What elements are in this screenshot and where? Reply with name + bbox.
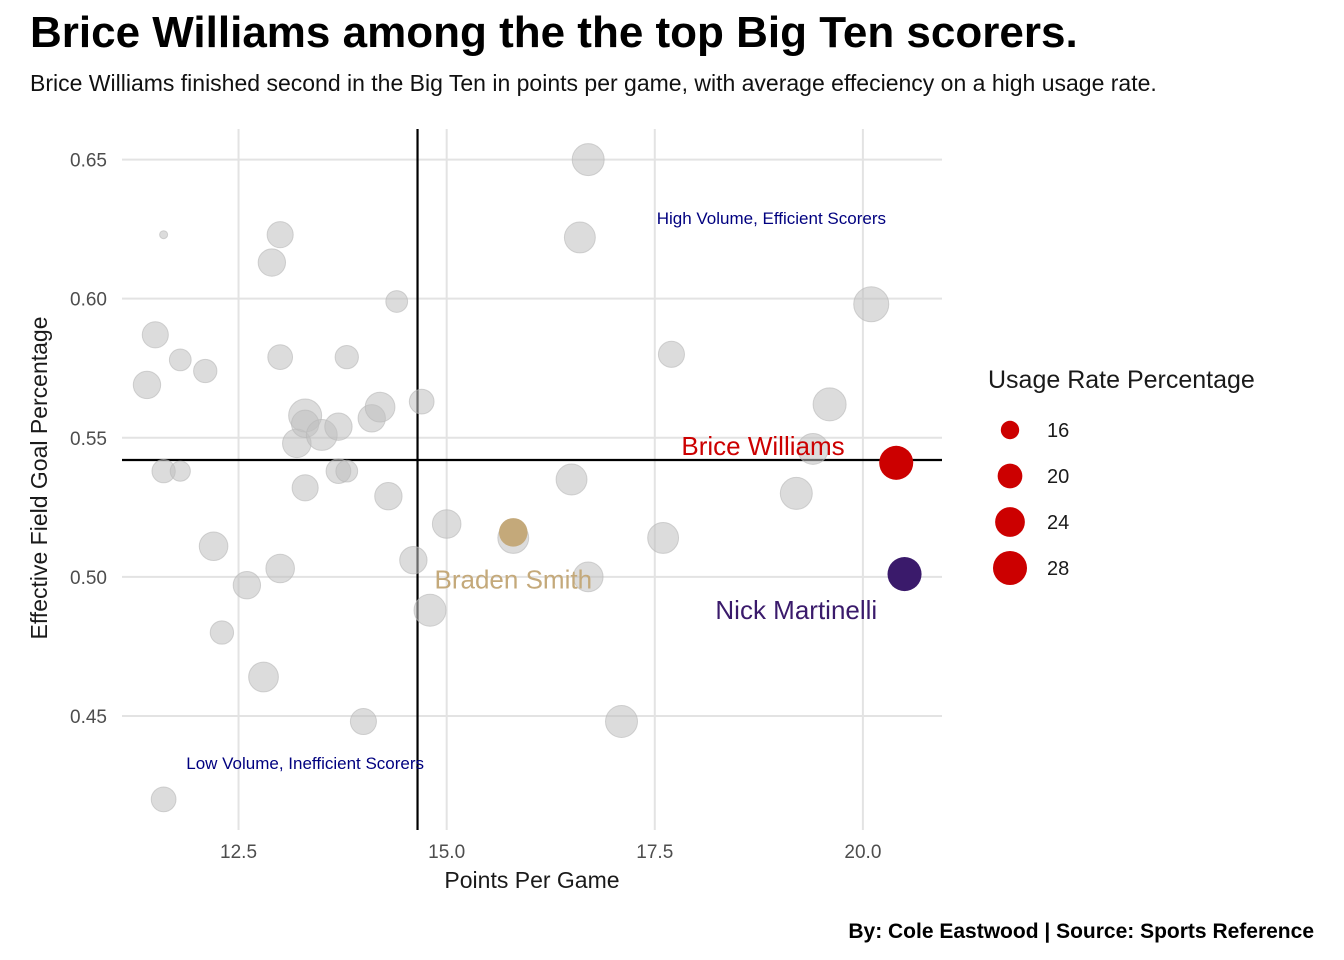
highlighted-player-label: Nick Martinelli bbox=[715, 595, 877, 625]
scatter-point bbox=[399, 545, 428, 575]
legend-size-label: 20 bbox=[1047, 466, 1069, 488]
legend-size-label: 16 bbox=[1047, 420, 1069, 442]
legend-size-circle bbox=[1000, 420, 1020, 440]
x-axis-label: Points Per Game bbox=[444, 867, 619, 893]
scatter-point bbox=[232, 571, 262, 600]
scatter-point bbox=[266, 221, 294, 249]
scatter-point bbox=[132, 370, 162, 400]
highlighted-point bbox=[879, 445, 914, 480]
chart-title: Brice Williams among the the top Big Ten… bbox=[30, 8, 1078, 57]
scatter-point bbox=[571, 143, 605, 177]
scatter-point bbox=[141, 321, 169, 349]
legend-size-circle bbox=[997, 463, 1023, 489]
scatter-point bbox=[572, 561, 604, 593]
y-tick-label: 0.50 bbox=[70, 568, 107, 589]
y-axis-label: Effective Field Goal Percentage bbox=[26, 316, 52, 639]
scatter-point bbox=[193, 358, 218, 384]
annotations: High Volume, Efficient Scorers Low Volume… bbox=[186, 209, 886, 773]
scatter-point bbox=[797, 432, 829, 465]
scatter-point bbox=[324, 412, 353, 441]
scatter-point bbox=[853, 286, 890, 323]
scatter-point bbox=[431, 509, 462, 539]
highlighted-points: Brice Williams Braden Smith Nick Martinell… bbox=[435, 431, 922, 625]
legend-size-circle bbox=[995, 507, 1025, 537]
scatter-point bbox=[291, 474, 319, 502]
legend-title: Usage Rate Percentage bbox=[988, 366, 1255, 394]
reference-lines bbox=[122, 129, 942, 830]
y-axis-ticks: 0.45 0.50 0.55 0.60 0.65 bbox=[70, 151, 107, 728]
size-legend: Usage Rate Percentage 16 20 24 28 bbox=[988, 366, 1255, 586]
highlighted-point bbox=[887, 557, 922, 592]
legend-size-label: 28 bbox=[1047, 558, 1069, 580]
scatter-point bbox=[169, 460, 191, 482]
scatter-point bbox=[159, 230, 169, 240]
quadrant-annotation: High Volume, Efficient Scorers bbox=[657, 209, 886, 228]
scatter-point bbox=[563, 221, 596, 254]
legend-size-circle bbox=[992, 550, 1028, 586]
scatter-point bbox=[657, 340, 685, 368]
scatter-point bbox=[248, 661, 279, 693]
scatter-point bbox=[555, 463, 588, 496]
x-tick-label: 15.0 bbox=[428, 842, 465, 863]
scatter-point bbox=[267, 344, 294, 370]
scatter-point bbox=[335, 459, 359, 483]
legend-size-label: 24 bbox=[1047, 512, 1069, 534]
highlighted-player-label: Braden Smith bbox=[435, 565, 593, 595]
scatter-point bbox=[349, 707, 377, 736]
scatter-point bbox=[779, 476, 813, 510]
scatter-point bbox=[364, 391, 396, 423]
highlighted-point bbox=[498, 518, 528, 547]
scatter-point bbox=[168, 348, 192, 372]
scatter-point bbox=[647, 521, 680, 554]
x-tick-label: 12.5 bbox=[220, 842, 257, 863]
scatter-point bbox=[408, 388, 435, 415]
scatter-point bbox=[605, 705, 638, 738]
scatter-point bbox=[413, 593, 447, 627]
scatter-point bbox=[385, 290, 409, 313]
y-tick-label: 0.60 bbox=[70, 290, 107, 311]
scatter-point bbox=[198, 531, 229, 562]
chart-subtitle: Brice Williams finished second in the Bi… bbox=[30, 70, 1157, 96]
scatter-point bbox=[265, 553, 295, 584]
x-tick-label: 20.0 bbox=[844, 842, 881, 863]
chart-caption: By: Cole Eastwood | Source: Sports Refer… bbox=[848, 920, 1314, 943]
scatter-point bbox=[374, 482, 403, 511]
scatter-point bbox=[334, 344, 359, 370]
x-axis-ticks: 12.5 15.0 17.5 20.0 bbox=[220, 842, 881, 863]
scatter-point bbox=[257, 248, 287, 277]
y-tick-label: 0.65 bbox=[70, 151, 107, 172]
highlighted-player-label: Brice Williams bbox=[681, 431, 844, 461]
scatter-point bbox=[812, 387, 847, 422]
grid-lines bbox=[122, 129, 942, 830]
data-points bbox=[132, 143, 890, 813]
y-tick-label: 0.55 bbox=[70, 429, 107, 450]
y-tick-label: 0.45 bbox=[70, 707, 107, 728]
scatter-point bbox=[209, 620, 235, 645]
scatter-point bbox=[150, 786, 177, 813]
quadrant-annotation: Low Volume, Inefficient Scorers bbox=[186, 754, 424, 773]
x-tick-label: 17.5 bbox=[636, 842, 673, 863]
